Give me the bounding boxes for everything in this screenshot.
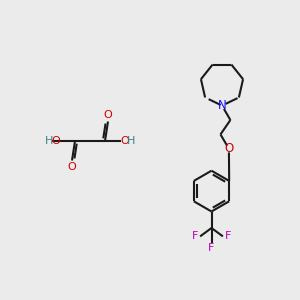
Text: O: O (224, 142, 233, 155)
Text: F: F (224, 231, 231, 242)
Text: F: F (208, 243, 215, 254)
Text: H: H (45, 136, 53, 146)
Text: F: F (192, 231, 199, 242)
Text: H: H (127, 136, 135, 146)
Text: O: O (103, 110, 112, 121)
Text: O: O (51, 136, 60, 146)
Text: O: O (68, 161, 76, 172)
Text: N: N (218, 99, 226, 112)
Text: O: O (120, 136, 129, 146)
